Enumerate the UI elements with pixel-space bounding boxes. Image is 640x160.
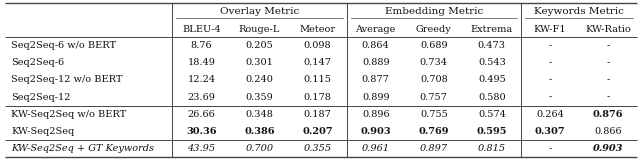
- Text: Seq2Seq-12: Seq2Seq-12: [11, 92, 70, 101]
- Text: KW-Seq2Seq: KW-Seq2Seq: [11, 127, 74, 136]
- Text: 0.903: 0.903: [593, 144, 623, 153]
- Text: Meteor: Meteor: [300, 24, 336, 33]
- Text: -: -: [548, 75, 552, 84]
- Text: BLEU-4: BLEU-4: [182, 24, 221, 33]
- Text: 0.897: 0.897: [420, 144, 448, 153]
- Text: 0.147: 0.147: [303, 58, 332, 67]
- Text: -: -: [548, 144, 552, 153]
- Text: 0.473: 0.473: [478, 41, 506, 50]
- Text: 0.903: 0.903: [360, 127, 391, 136]
- Text: 0.115: 0.115: [304, 75, 332, 84]
- Text: 0.757: 0.757: [420, 92, 448, 101]
- Text: 0.543: 0.543: [478, 58, 506, 67]
- Text: 23.69: 23.69: [188, 92, 216, 101]
- Text: Seq2Seq-6: Seq2Seq-6: [11, 58, 64, 67]
- Text: 0.896: 0.896: [362, 110, 390, 119]
- Text: -: -: [606, 41, 609, 50]
- Text: 0.708: 0.708: [420, 75, 447, 84]
- Text: 0.301: 0.301: [246, 58, 273, 67]
- Text: 0.178: 0.178: [304, 92, 332, 101]
- Text: Seq2Seq-6 w/o BERT: Seq2Seq-6 w/o BERT: [11, 41, 116, 50]
- Text: 30.36: 30.36: [186, 127, 217, 136]
- Text: 0.098: 0.098: [304, 41, 332, 50]
- Text: 0.866: 0.866: [594, 127, 622, 136]
- Text: -: -: [548, 41, 552, 50]
- Text: 0.961: 0.961: [362, 144, 390, 153]
- Text: 0.307: 0.307: [534, 127, 565, 136]
- Text: 43.95: 43.95: [188, 144, 216, 153]
- Text: 0.889: 0.889: [362, 58, 390, 67]
- Text: -: -: [548, 58, 552, 67]
- Text: 0.205: 0.205: [246, 41, 273, 50]
- Text: 0.689: 0.689: [420, 41, 447, 50]
- Text: 0.734: 0.734: [420, 58, 448, 67]
- Text: 0.700: 0.700: [246, 144, 274, 153]
- Text: 0.386: 0.386: [244, 127, 275, 136]
- Text: Average: Average: [356, 24, 396, 33]
- Text: 0.899: 0.899: [362, 92, 390, 101]
- Text: 0.187: 0.187: [304, 110, 332, 119]
- Text: KW-Seq2Seq w/o BERT: KW-Seq2Seq w/o BERT: [11, 110, 126, 119]
- Text: 0.769: 0.769: [419, 127, 449, 136]
- Text: 12.24: 12.24: [188, 75, 216, 84]
- Text: Overlay Metric: Overlay Metric: [220, 8, 300, 16]
- Text: -: -: [606, 58, 609, 67]
- Text: -: -: [606, 92, 609, 101]
- Text: Keywords Metric: Keywords Metric: [534, 8, 624, 16]
- Text: 0.580: 0.580: [478, 92, 506, 101]
- Text: KW-F1: KW-F1: [534, 24, 566, 33]
- Text: 0.348: 0.348: [246, 110, 273, 119]
- Text: 0.815: 0.815: [478, 144, 506, 153]
- Text: 0.876: 0.876: [593, 110, 623, 119]
- Text: -: -: [548, 92, 552, 101]
- Text: Seq2Seq-12 w/o BERT: Seq2Seq-12 w/o BERT: [11, 75, 122, 84]
- Text: KW-Ratio: KW-Ratio: [585, 24, 631, 33]
- Text: 0.864: 0.864: [362, 41, 390, 50]
- Text: KW-Seq2Seq + GT Keywords: KW-Seq2Seq + GT Keywords: [11, 144, 154, 153]
- Text: 0.495: 0.495: [478, 75, 506, 84]
- Text: 0.207: 0.207: [302, 127, 333, 136]
- Text: 26.66: 26.66: [188, 110, 216, 119]
- Text: Rouge-L: Rouge-L: [239, 24, 280, 33]
- Text: Extrema: Extrema: [471, 24, 513, 33]
- Text: 0.240: 0.240: [246, 75, 273, 84]
- Text: 8.76: 8.76: [191, 41, 212, 50]
- Text: 0.359: 0.359: [246, 92, 273, 101]
- Text: 0.877: 0.877: [362, 75, 390, 84]
- Text: 0.264: 0.264: [536, 110, 564, 119]
- Text: Greedy: Greedy: [416, 24, 452, 33]
- Text: 0.574: 0.574: [478, 110, 506, 119]
- Text: 0.355: 0.355: [303, 144, 332, 153]
- Text: Embedding Metric: Embedding Metric: [385, 8, 483, 16]
- Text: 0.755: 0.755: [420, 110, 447, 119]
- Text: -: -: [606, 75, 609, 84]
- Text: 0.595: 0.595: [477, 127, 507, 136]
- Text: 18.49: 18.49: [188, 58, 216, 67]
